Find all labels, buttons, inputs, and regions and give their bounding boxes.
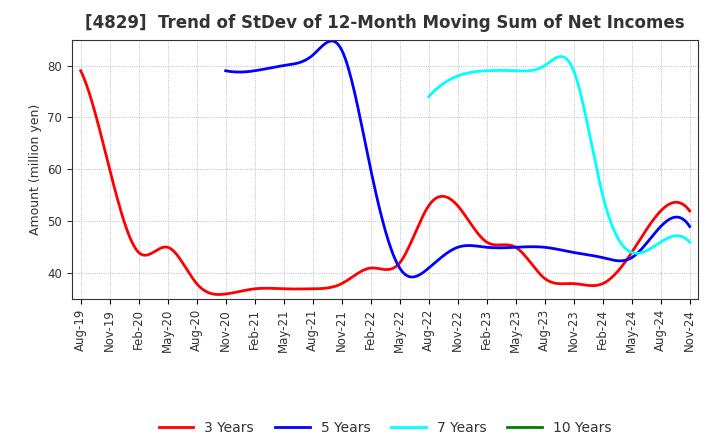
5 Years [221, 68, 230, 73]
5 Years [508, 245, 517, 250]
3 Years [685, 208, 694, 213]
7 Years [646, 246, 654, 251]
3 Years [439, 194, 448, 199]
7 Years [685, 239, 694, 245]
5 Years [685, 224, 694, 229]
7 Years [632, 251, 641, 256]
5 Years [645, 237, 654, 242]
Legend: 3 Years, 5 Years, 7 Years, 10 Years: 3 Years, 5 Years, 7 Years, 10 Years [153, 415, 617, 440]
3 Years [592, 283, 600, 288]
7 Years [585, 131, 593, 136]
Title: [4829]  Trend of StDev of 12-Month Moving Sum of Net Incomes: [4829] Trend of StDev of 12-Month Moving… [86, 15, 685, 33]
7 Years [580, 110, 589, 115]
3 Years [215, 292, 223, 297]
5 Years [223, 68, 232, 73]
5 Years [499, 245, 508, 250]
3 Years [451, 201, 460, 206]
Y-axis label: Amount (million yen): Amount (million yen) [29, 104, 42, 235]
7 Years [424, 94, 433, 99]
3 Years [631, 245, 639, 250]
5 Years [408, 275, 416, 280]
5 Years [500, 245, 509, 250]
7 Years [580, 106, 588, 111]
Line: 3 Years: 3 Years [81, 71, 690, 294]
3 Years [78, 73, 87, 78]
7 Years [556, 54, 564, 59]
Line: 5 Years: 5 Years [225, 41, 690, 277]
5 Years [327, 38, 336, 44]
3 Years [441, 194, 449, 199]
Line: 7 Years: 7 Years [428, 56, 690, 253]
5 Years [616, 258, 624, 264]
3 Years [76, 68, 85, 73]
7 Years [426, 93, 434, 99]
7 Years [662, 236, 671, 241]
